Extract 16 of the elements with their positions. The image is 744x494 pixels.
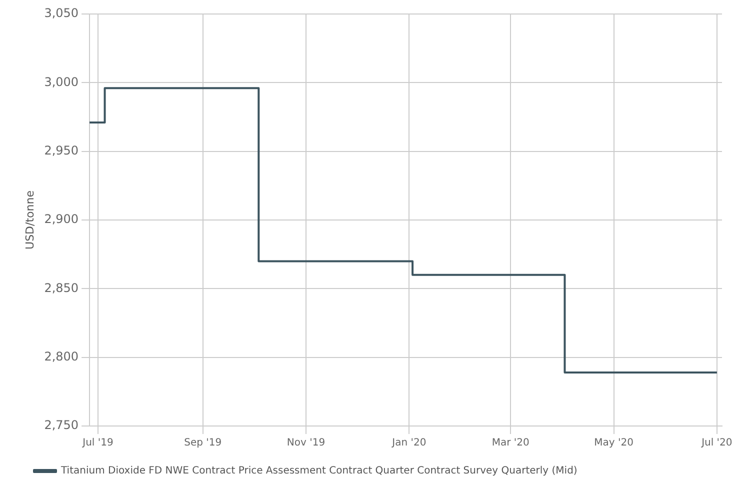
y-tick-label: 2,950: [44, 143, 79, 158]
x-tick-label: May '20: [594, 438, 634, 449]
x-tick-label: Nov '19: [286, 438, 326, 449]
x-tick-label: Jul '19: [82, 438, 114, 449]
x-tick-label: Jan '20: [391, 438, 426, 449]
y-tick-label: 3,000: [44, 74, 79, 89]
legend-label: Titanium Dioxide FD NWE Contract Price Assessment Contract Quarter Contract Survey Quarterly (Mid): [60, 466, 578, 477]
y-tick-label: 3,050: [44, 6, 79, 20]
x-tick-label: Jul '20: [700, 438, 732, 449]
y-tick-label: 2,900: [44, 212, 79, 226]
y-axis-title: USD/tonne: [23, 190, 36, 250]
y-tick-label: 2,800: [44, 349, 79, 364]
x-tick-label: Sep '19: [184, 438, 222, 449]
y-tick-label: 2,750: [44, 418, 79, 432]
x-tick-label: Mar '20: [492, 438, 530, 449]
y-tick-label: 2,850: [44, 280, 79, 295]
